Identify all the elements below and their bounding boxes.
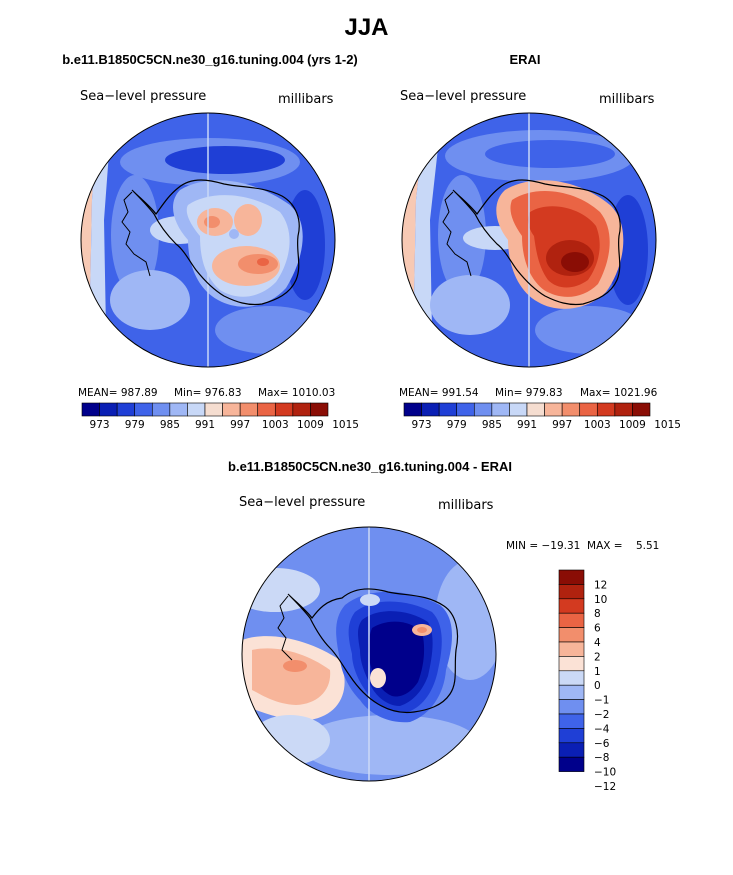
model-colorbar-box [116,402,136,417]
obs-units-label: millibars [599,92,655,107]
model-colorbar-box [151,402,171,417]
diff-variable-label: Sea−level pressure [239,495,366,510]
obs-colorbar-box [438,402,458,417]
diff-colorbar-tick-label: 6 [594,623,601,635]
model-colorbar-tick-label: 1015 [332,419,359,431]
diff-colorbar-tick-label: 2 [594,651,601,663]
model-max-stat: Max= 1010.03 [258,387,336,399]
obs-colorbar-tick-label: 1015 [654,419,681,431]
obs-colorbar-box [491,402,510,417]
model-colorbar-box [204,402,223,417]
obs-mean-stat: MEAN= 991.54 [399,387,479,399]
obs-colorbar-box [561,402,581,417]
obs-colorbar-tick-label: 1009 [619,419,646,431]
diff-map [242,527,496,781]
diff-colorbar-box [558,584,585,600]
model-units-label: millibars [278,92,334,107]
diff-colorbar-tick-label: 1 [594,666,601,678]
diff-colorbar-tick-label: −8 [594,752,609,764]
model-panel-title: b.e11.B1850C5CN.ne30_g16.tuning.004 (yrs… [62,52,358,67]
model-colorbar-box [187,402,206,417]
model-colorbar-box [292,402,311,417]
model-colorbar-box [310,402,329,417]
model-colorbar-box [274,402,294,417]
obs-colorbar-box [526,402,545,417]
model-colorbar-tick-label: 997 [230,419,250,431]
diff-colorbar-box [558,627,585,643]
obs-colorbar-box [421,402,440,417]
model-colorbar: 973 979 985 991 997 1003 1009 1015 [81,402,359,431]
diff-colorbar-box [558,656,585,672]
diff-colorbar-box [558,728,585,744]
model-colorbar-tick-label: 973 [90,419,110,431]
diff-colorbar-tick-label: −10 [594,767,616,779]
model-colorbar-box [257,402,276,417]
diff-colorbar-box [558,641,585,657]
obs-colorbar-box [403,402,422,417]
obs-colorbar-box [579,402,598,417]
diff-colorbar-tick-label: −6 [594,738,610,750]
model-colorbar-box [239,402,259,417]
model-colorbar-tick-label: 1009 [297,419,324,431]
obs-colorbar-box [544,402,563,417]
model-colorbar-tick-label: 1003 [262,419,289,431]
diff-colorbar-box [558,713,585,729]
diff-colorbar-box [558,670,585,686]
obs-colorbar-box [456,402,475,417]
diff-panel-title: b.e11.B1850C5CN.ne30_g16.tuning.004 - ER… [228,459,512,474]
obs-colorbar: 973 979 985 991 997 1003 1009 1015 [403,402,681,431]
model-colorbar-box [169,402,188,417]
obs-colorbar-tick-label: 1003 [584,419,611,431]
diff-colorbar-tick-label: −4 [594,723,610,735]
diff-units-label: millibars [438,498,494,513]
diff-colorbar-tick-label: −2 [594,709,609,721]
diff-colorbar-box [558,742,585,758]
obs-colorbar-box [614,402,633,417]
obs-min-stat: Min= 979.83 [495,387,563,399]
model-colorbar-box [81,402,100,417]
obs-colorbar-tick-label: 991 [517,419,537,431]
figure-title: JJA [344,14,389,41]
diff-colorbar-tick-label: −12 [594,781,616,793]
obs-max-stat: Max= 1021.96 [580,387,658,399]
model-colorbar-tick-label: 985 [160,419,180,431]
obs-colorbar-box [473,402,493,417]
obs-panel-title: ERAI [509,52,541,67]
diff-colorbar-box [558,569,585,585]
model-min-stat: Min= 976.83 [174,387,242,399]
obs-map [402,113,656,367]
diff-colorbar-box [558,684,585,700]
diff-colorbar-box [558,756,585,772]
model-colorbar-tick-label: 991 [195,419,215,431]
diff-colorbar-box [558,612,585,628]
obs-colorbar-tick-label: 973 [412,419,432,431]
diff-colorbar-tick-label: 0 [594,680,601,692]
model-colorbar-box [134,402,153,417]
model-colorbar-tick-label: 979 [125,419,145,431]
diff-colorbar-tick-label: 10 [594,594,607,606]
diff-colorbar-tick-label: 8 [594,608,601,620]
model-colorbar-box [222,402,241,417]
obs-colorbar-tick-label: 985 [482,419,502,431]
diff-colorbar-box [558,598,585,614]
obs-variable-label: Sea−level pressure [400,89,527,104]
obs-colorbar-box [596,402,616,417]
diff-minmax-stat: MIN = −19.31 MAX = 5.51 [506,540,660,552]
diff-colorbar-tick-label: −1 [594,695,609,707]
diff-colorbar-tick-label: 4 [594,637,601,649]
model-mean-stat: MEAN= 987.89 [78,387,158,399]
obs-colorbar-tick-label: 997 [552,419,572,431]
model-variable-label: Sea−level pressure [80,89,207,104]
model-colorbar-box [99,402,118,417]
obs-colorbar-box [509,402,528,417]
obs-colorbar-box [632,402,651,417]
diff-colorbar-box [558,699,585,715]
diff-colorbar-tick-label: 12 [594,579,607,591]
obs-colorbar-tick-label: 979 [447,419,467,431]
